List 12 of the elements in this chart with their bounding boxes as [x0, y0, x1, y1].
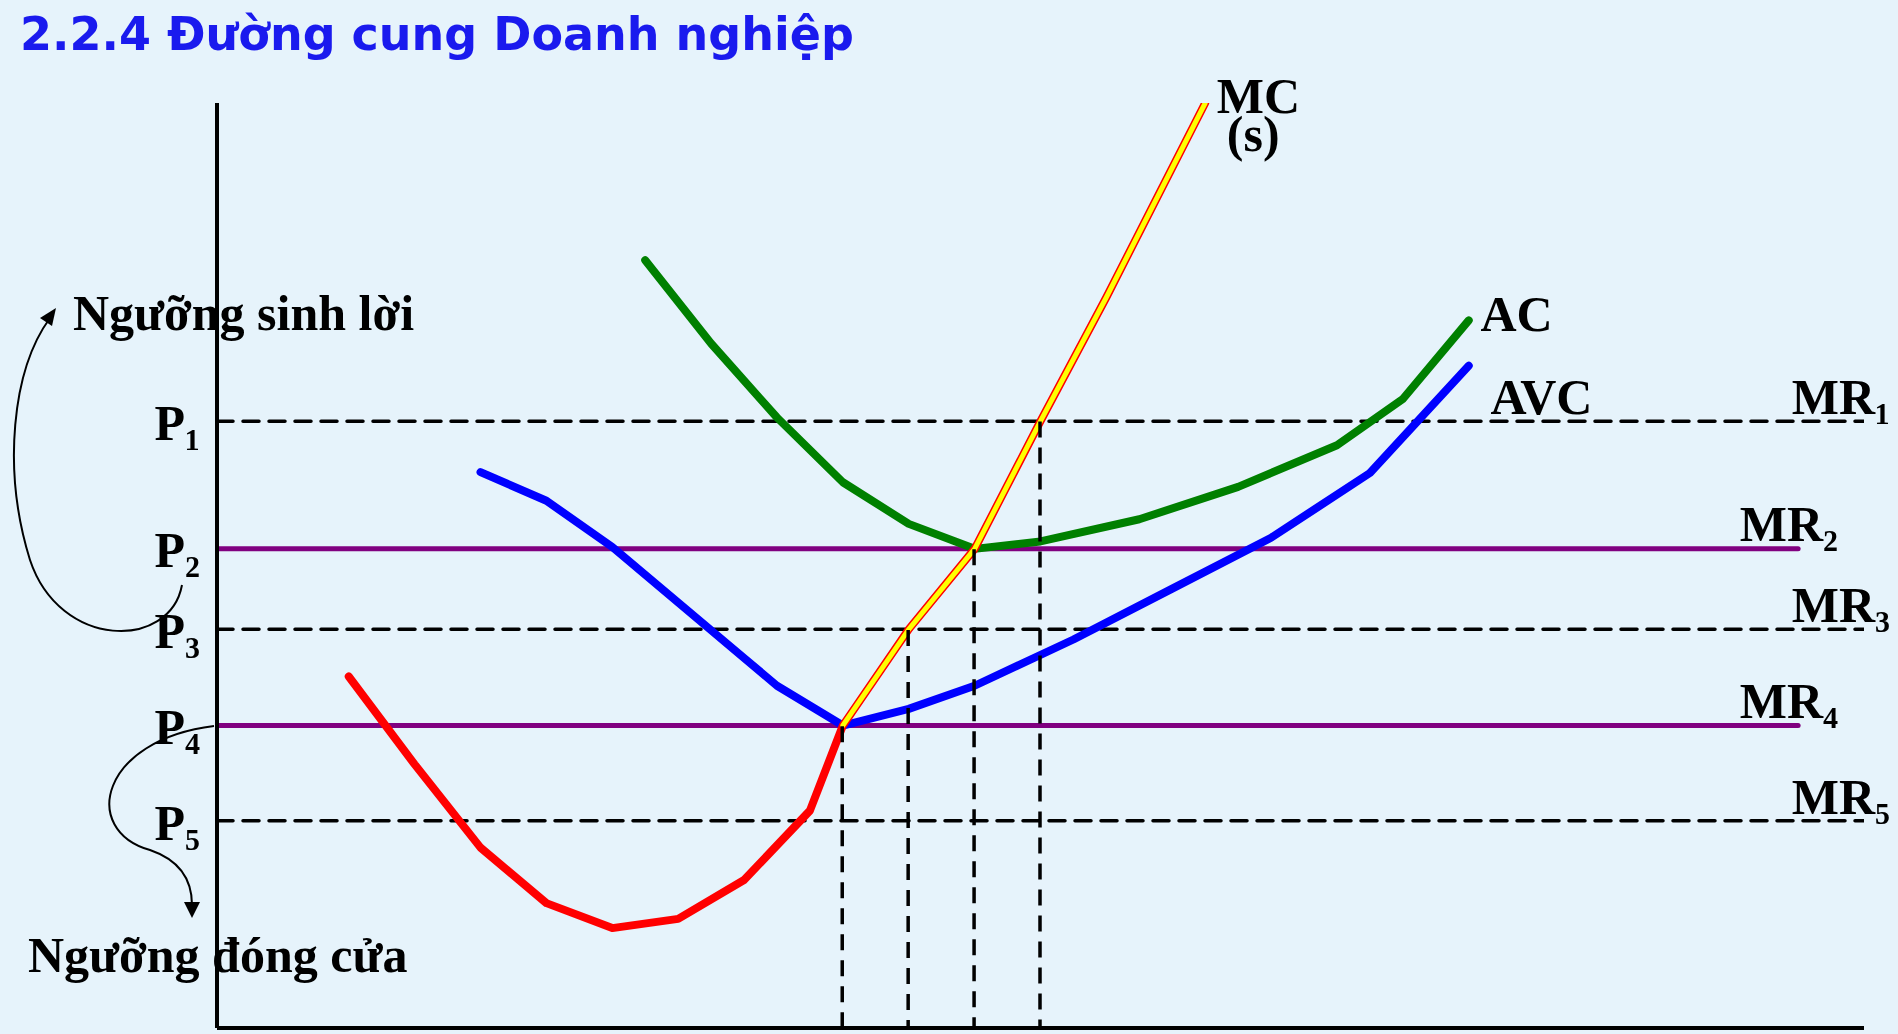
series-label: MR₁: [1791, 368, 1890, 425]
chart-title: 2.2.4 Đường cung Doanh nghiệp: [20, 7, 854, 61]
series-label: MR₂: [1739, 496, 1839, 553]
series-label: MR₅: [1791, 768, 1890, 825]
series-label: AVC: [1490, 368, 1593, 425]
series-label: AC: [1480, 285, 1553, 342]
series-label: MR₃: [1791, 576, 1890, 633]
text: P₁: [154, 394, 200, 451]
text: P₃: [154, 602, 200, 659]
series-label: MR₄: [1739, 673, 1839, 730]
text: P₂: [154, 522, 200, 579]
text: P₅: [154, 794, 200, 851]
